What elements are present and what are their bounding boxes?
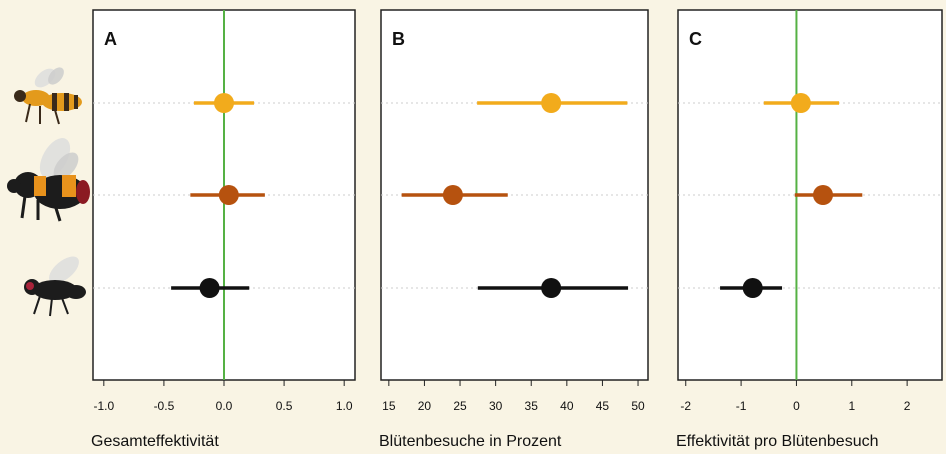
- x-tick-label: -1.0: [93, 399, 114, 413]
- x-tick-label: 0.0: [216, 399, 233, 413]
- x-tick-label: 35: [525, 399, 539, 413]
- x-tick-label: -0.5: [154, 399, 175, 413]
- panel-label: B: [392, 29, 405, 49]
- panel-label: A: [104, 29, 117, 49]
- x-tick-label: 0: [793, 399, 800, 413]
- x-tick-label: 2: [904, 399, 911, 413]
- point: [218, 185, 239, 205]
- x-tick-label: 45: [596, 399, 610, 413]
- x-tick-label: 1.0: [336, 399, 353, 413]
- point: [214, 93, 234, 113]
- x-tick-label: 40: [560, 399, 574, 413]
- fly-icon: [24, 256, 86, 317]
- x-axis-title: Blütenbesuche in Prozent: [379, 433, 562, 450]
- x-tick-label: 50: [631, 399, 645, 413]
- x-tick-label: -1: [736, 399, 747, 413]
- x-tick-label: 30: [489, 399, 503, 413]
- x-tick-label: 0.5: [276, 399, 293, 413]
- bumblebee-icon: [7, 138, 90, 222]
- panel-label: C: [689, 29, 702, 49]
- honeybee-icon: [14, 67, 82, 125]
- x-tick-label: 1: [848, 399, 855, 413]
- point: [541, 93, 562, 113]
- x-tick-label: 20: [418, 399, 432, 413]
- x-tick-label: 15: [382, 399, 396, 413]
- point: [541, 278, 562, 298]
- x-axis-title: Effektivität pro Blütenbesuch: [676, 433, 879, 450]
- x-axis-title: Gesamteffektivität: [91, 433, 219, 450]
- x-tick-label: 25: [453, 399, 467, 413]
- point: [742, 278, 763, 298]
- x-tick-label: -2: [680, 399, 691, 413]
- point: [442, 185, 463, 205]
- point: [813, 185, 834, 205]
- point: [199, 278, 220, 298]
- point: [790, 93, 811, 113]
